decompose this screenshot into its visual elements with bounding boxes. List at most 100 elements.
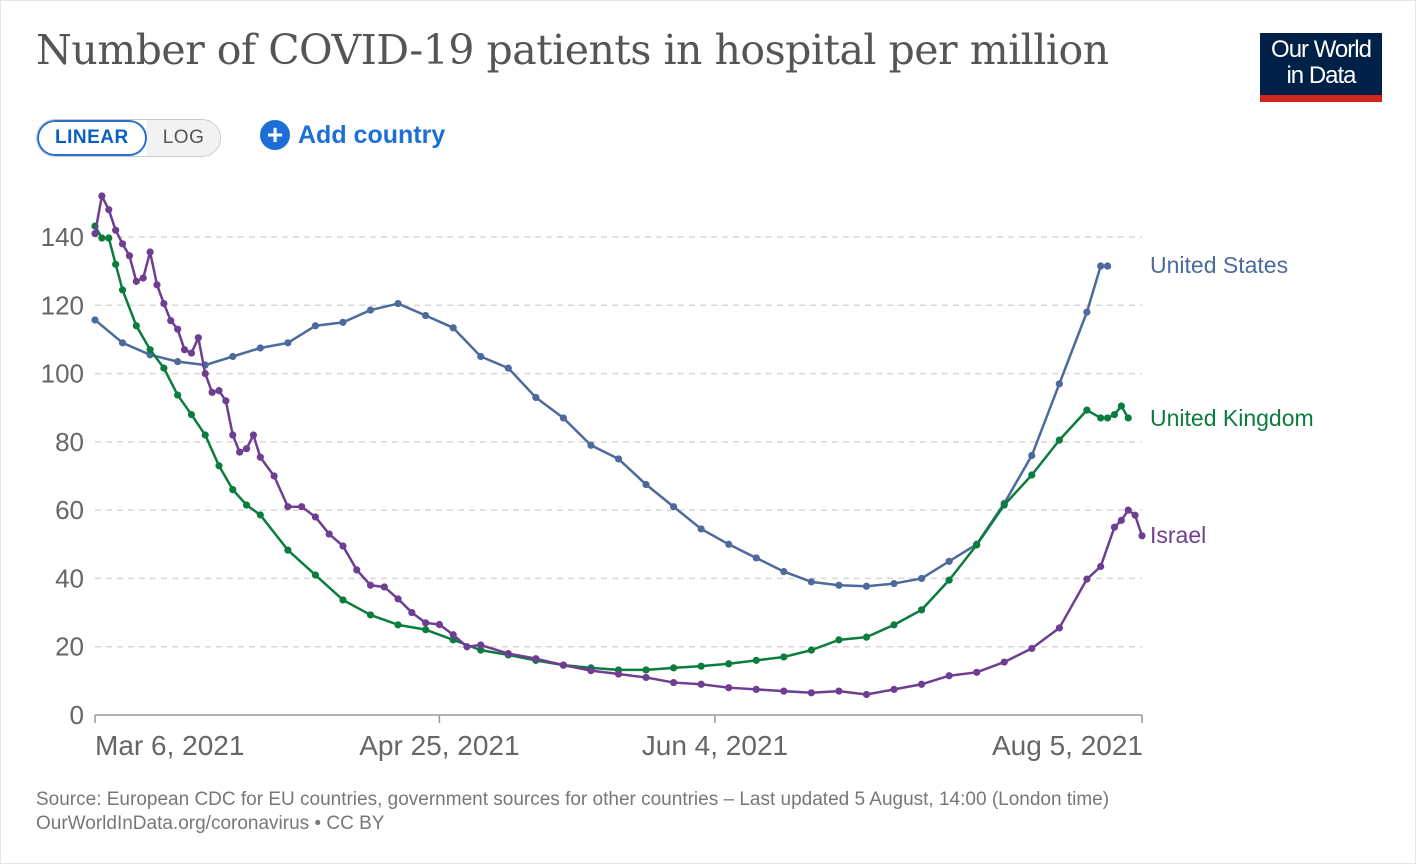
logo-line-2: in Data (1286, 62, 1356, 89)
data-point (422, 619, 430, 627)
data-point (780, 568, 788, 576)
data-point (1124, 414, 1132, 422)
data-point (112, 226, 120, 234)
data-point (435, 620, 444, 629)
y-tick-label: 60 (55, 495, 84, 525)
data-point (125, 252, 134, 260)
data-point (118, 339, 127, 347)
linear-button[interactable]: LINEAR (37, 120, 147, 156)
data-point (477, 641, 485, 649)
add-country-label: Add country (298, 120, 446, 149)
data-point (146, 346, 154, 354)
data-point (504, 364, 512, 372)
owid-logo[interactable]: Our World in Data (1260, 33, 1382, 102)
data-point (194, 334, 202, 342)
data-point (945, 672, 953, 680)
data-point (1103, 414, 1112, 422)
x-tick-label: Mar 6, 2021 (95, 730, 244, 761)
logo-line-1: Our World (1271, 36, 1372, 63)
data-point (1117, 516, 1125, 524)
data-point (105, 234, 113, 242)
data-point (945, 576, 953, 584)
data-point (353, 566, 361, 574)
data-point (366, 306, 375, 314)
data-point (917, 606, 926, 614)
data-point (229, 352, 237, 361)
data-point (449, 324, 457, 332)
logo-accent-bar (1260, 95, 1382, 102)
data-point (325, 530, 333, 538)
data-point (249, 431, 258, 439)
data-point (532, 655, 540, 663)
data-point (229, 486, 237, 494)
data-point (752, 656, 760, 664)
data-point (807, 689, 815, 697)
data-point (91, 229, 99, 238)
data-point (118, 240, 127, 248)
data-point (284, 339, 292, 347)
data-point (890, 685, 898, 693)
data-point (132, 322, 140, 330)
data-point (366, 611, 375, 619)
data-point (477, 352, 485, 361)
data-point (208, 388, 216, 396)
data-point (1000, 658, 1008, 666)
data-point (132, 277, 140, 285)
data-point (1083, 308, 1091, 316)
data-point (1028, 451, 1036, 460)
data-point (1083, 575, 1091, 583)
data-point (1138, 532, 1146, 540)
data-point (153, 281, 161, 289)
data-point (1124, 506, 1132, 514)
data-point (394, 299, 402, 308)
series-line (94, 264, 1108, 588)
data-point (339, 596, 347, 604)
data-point (201, 431, 209, 439)
source-note: Source: European CDC for EU countries, g… (36, 789, 1110, 810)
data-point (559, 414, 567, 422)
data-point (366, 581, 375, 589)
data-point (807, 646, 815, 654)
data-point (504, 649, 512, 658)
y-tick-label: 0 (70, 700, 84, 730)
data-point (229, 431, 237, 439)
data-point (780, 653, 788, 661)
data-point (559, 661, 567, 669)
data-point (256, 511, 264, 519)
data-point (311, 322, 320, 330)
data-point (670, 503, 678, 511)
data-point (1097, 262, 1105, 270)
data-point (835, 581, 843, 589)
data-point (449, 631, 457, 639)
data-point (449, 636, 457, 644)
data-point (256, 344, 264, 352)
x-tick-label: Aug 5, 2021 (992, 730, 1143, 761)
data-point (98, 234, 106, 242)
data-point (642, 666, 650, 674)
data-point (422, 626, 430, 634)
data-point (835, 636, 843, 644)
data-point (670, 678, 678, 687)
data-point (1097, 414, 1105, 422)
data-point (670, 664, 678, 672)
data-point (917, 680, 926, 688)
data-point (1110, 410, 1119, 419)
data-point (477, 646, 485, 654)
data-point (174, 358, 182, 366)
data-point (339, 318, 347, 326)
data-point (697, 525, 705, 533)
log-button[interactable]: LOG (146, 120, 221, 156)
y-tick-label: 20 (55, 632, 84, 662)
data-point (862, 633, 871, 641)
data-point (1028, 471, 1036, 479)
plus-circle-icon: + (260, 120, 290, 150)
data-point (380, 583, 388, 591)
data-point (1055, 624, 1063, 632)
data-point (890, 621, 898, 629)
credit-link[interactable]: OurWorldInData.org/coronavirus • CC BY (36, 813, 385, 834)
data-point (118, 286, 127, 294)
data-point (160, 364, 168, 372)
add-country-button[interactable]: + Add country (260, 120, 445, 150)
data-point (91, 316, 99, 324)
